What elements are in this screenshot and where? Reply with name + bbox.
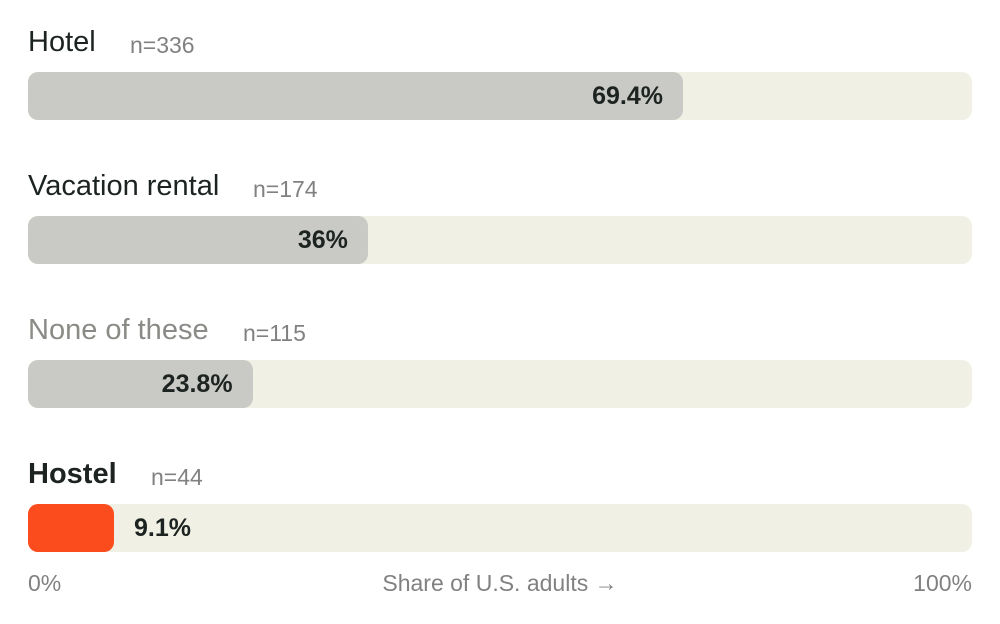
bar-row-hotel: Hotel n=336 69.4%: [28, 0, 972, 120]
value-label: 9.1%: [134, 514, 191, 542]
sample-size-label: n=44: [151, 464, 203, 490]
bar-row-hostel: Hostel n=44 9.1%: [28, 432, 972, 552]
bar: [28, 360, 253, 408]
category-label: None of these: [28, 314, 209, 346]
x-axis-title: Share of U.S. adults →: [382, 570, 618, 596]
value-label: 36%: [297, 226, 348, 254]
category-label: Hostel: [28, 458, 117, 490]
bar: [28, 504, 114, 552]
bar-track: 69.4%: [28, 72, 972, 120]
sample-size-label: n=336: [130, 32, 195, 58]
bar: [28, 216, 368, 264]
value-label: 69.4%: [592, 82, 664, 110]
sample-size-label: n=115: [243, 320, 306, 346]
sample-size-label: n=174: [253, 176, 318, 202]
bar-row-none-of-these: None of these n=115 23.8%: [28, 288, 972, 408]
bar: [28, 72, 684, 120]
bar-chart: Hotel n=336 69.4% Vacation rental n=174 36% No…: [28, 0, 972, 624]
x-axis-min-label: 0%: [28, 570, 62, 596]
bar-track: 23.8%: [28, 360, 972, 408]
category-label: Hotel: [28, 26, 96, 58]
x-axis-max-label: 100%: [913, 570, 972, 596]
bar-track: 9.1%: [28, 504, 972, 552]
bar-row-vacation-rental: Vacation rental n=174 36%: [28, 144, 972, 264]
value-label: 23.8%: [161, 370, 233, 398]
x-axis: 0% Share of U.S. adults → 100%: [28, 568, 972, 598]
bar-track: 36%: [28, 216, 972, 264]
category-label: Vacation rental: [28, 170, 220, 202]
